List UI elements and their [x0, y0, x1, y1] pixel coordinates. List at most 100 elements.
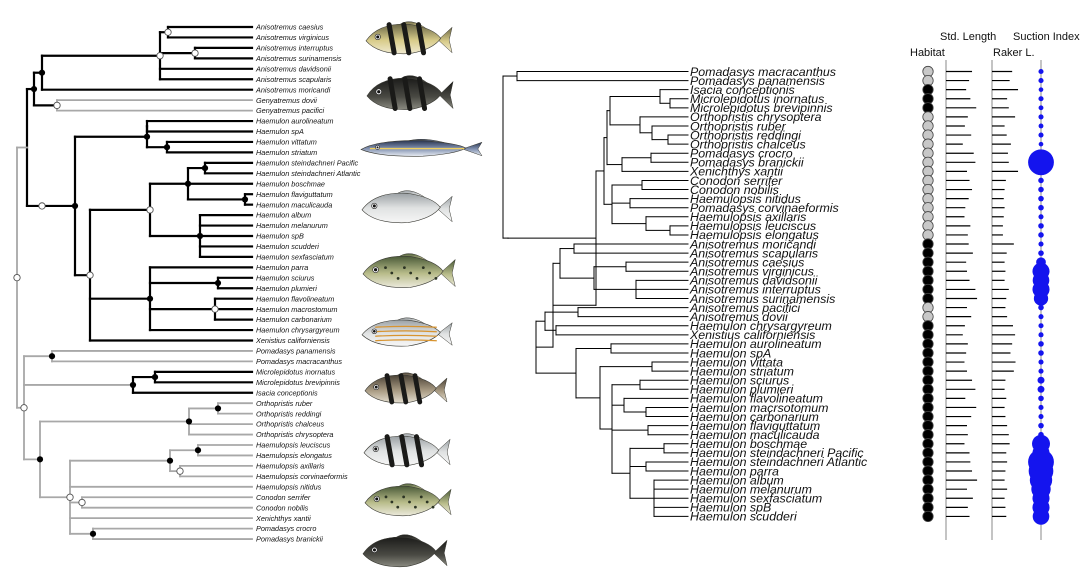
- fish-bar: [386, 22, 397, 56]
- fish-spot: [408, 500, 411, 504]
- node-dot: [146, 295, 154, 302]
- suction-index-dot: [1038, 123, 1044, 129]
- left-tip-label: Haemulopsis axillaris: [256, 462, 325, 471]
- fish-stripe: [375, 330, 437, 333]
- suction-index-dot: [1038, 304, 1044, 311]
- right-tip-label: Pomadasys macracanthus: [690, 65, 836, 79]
- right-tip-label: Anisotremus scapularis: [689, 246, 818, 260]
- right-tip-label: Anisotremus interruptus: [689, 283, 821, 297]
- right-tip-label: Haemulon melanurum: [690, 482, 812, 496]
- suction-index-dot: [1037, 168, 1045, 175]
- fish-spot: [431, 505, 435, 509]
- right-tip-label: Anisotremus davidsonii: [689, 274, 819, 288]
- fish-illustration: [360, 139, 483, 157]
- fish-spot: [415, 277, 419, 280]
- node-dot: [163, 144, 171, 151]
- right-tip-label: Haemulon boschmae: [690, 437, 807, 451]
- node-dot: [30, 85, 38, 93]
- node-dot: [143, 133, 151, 140]
- fish-stripe: [375, 339, 437, 342]
- right-tip-label: Microlepidotus brevipinnis: [690, 101, 833, 115]
- left-tip-label: Anisotremus moricandi: [255, 85, 331, 94]
- left-tip-label: Conodon nobilis: [256, 503, 309, 512]
- left-tip-label: Pomadasys crocro: [256, 524, 316, 533]
- right-tip-label: Haemulon carbonarium: [690, 410, 819, 424]
- left-tip-label: Haemulon boschmae: [256, 179, 325, 188]
- fish-illustration: [364, 483, 452, 517]
- right-tip-label: Orthopristis chalceus: [690, 137, 806, 151]
- left-tip-label: Microlepidotus inornatus: [256, 367, 335, 376]
- suction-index-dot: [1038, 114, 1044, 120]
- fish-spot: [396, 277, 400, 280]
- right-tip-label: Anisotremus virginicus: [689, 265, 814, 279]
- fish-illustration: [361, 190, 453, 224]
- right-tip-label: Orthopristis ruber: [690, 119, 787, 133]
- node-circle: [86, 271, 94, 279]
- left-tip-label: Xenichthys xantii: [255, 514, 311, 523]
- fish-bar: [416, 76, 428, 112]
- fish-tail: [438, 80, 454, 110]
- right-tip-label: Haemulon scudderi: [690, 510, 798, 524]
- suction-index-dot: [1038, 78, 1044, 84]
- right-tip-label: Anisotremus surinamensis: [689, 292, 835, 306]
- suction-index-dot: [1038, 368, 1044, 374]
- fish-eye: [374, 385, 378, 389]
- left-tip-label: Haemulon steindachneri Pacific: [256, 158, 359, 167]
- node-dot: [201, 164, 209, 172]
- fish-eye: [372, 329, 376, 333]
- fish-tail: [437, 322, 453, 346]
- suction-index-dot: [1038, 332, 1044, 338]
- fish-body: [362, 536, 437, 568]
- left-tip-label: Anisotremus davidsonii: [255, 64, 331, 73]
- node-dot: [185, 418, 193, 425]
- suction-index-dot: [1038, 177, 1044, 184]
- fish-stripe: [375, 325, 437, 328]
- left-tip-label: Haemulon flaviguttatum: [256, 190, 333, 199]
- right-tip-label: Pomadasys branickii: [690, 156, 805, 170]
- left-tip-label: Haemulopsis elongatus: [256, 451, 332, 460]
- suction-index-dot: [1038, 223, 1044, 229]
- fish-illustrations: [360, 21, 483, 568]
- right-tip-label: Haemulon album: [690, 473, 784, 487]
- fish-eye: [377, 90, 381, 94]
- left-tip-label: Haemulon striatum: [256, 148, 317, 157]
- fish-tail: [435, 438, 451, 466]
- right-tip-label: Anisotremus caesius: [689, 255, 804, 269]
- node-circle: [66, 493, 74, 501]
- right-tip-label: Anisotremus moricandi: [689, 237, 817, 251]
- left-tip-label: Orthopristis chalceus: [256, 420, 324, 429]
- fish-spot: [390, 500, 394, 504]
- node-circle: [78, 498, 86, 507]
- suction-index-dot: [1038, 314, 1044, 320]
- left-tip-label: Haemulon parra: [256, 263, 308, 272]
- left-tip-label: Xenistius californiensis: [255, 336, 330, 345]
- right-tip-label: Haemulon chrysargyreum: [690, 319, 832, 333]
- left-tip-label: Conodon serrifer: [256, 493, 311, 502]
- left-tip-label: Orthopristis reddingi: [256, 409, 322, 418]
- left-tip-label: Anisotremus interruptus: [255, 44, 333, 53]
- suction-index-dot: [1037, 385, 1045, 393]
- left-tip-label: Haemulopsis corvinaeformis: [256, 472, 348, 481]
- right-tip-label: Haemulon sexfasciatum: [690, 492, 822, 506]
- suction-index-dot: [1038, 195, 1044, 202]
- header-std-length: Std. Length: [940, 31, 996, 43]
- fish-tail: [437, 195, 453, 223]
- right-tip-label: Conodon serrifer: [690, 174, 783, 188]
- suction-index-dot: [1038, 87, 1044, 92]
- node-dot: [214, 279, 222, 287]
- suction-index-dot: [1038, 250, 1044, 256]
- right-tip-label: Conodon nobilis: [690, 183, 779, 197]
- node-dot: [214, 405, 222, 412]
- right-tip-label: Pomadasys panamensis: [690, 74, 825, 88]
- suction-index-dot: [1038, 232, 1044, 238]
- fish-eye: [373, 268, 378, 272]
- node-dot: [129, 381, 137, 389]
- fish-illustration: [362, 534, 448, 568]
- left-tip-label: Isacia conceptionis: [256, 388, 318, 397]
- header-raker-length: Raker L.: [993, 47, 1035, 59]
- suction-index-dot: [1038, 186, 1044, 193]
- fish-tail: [436, 488, 452, 516]
- habitat-dot: [922, 510, 934, 523]
- right-tip-label: Xenistius californiensis: [689, 328, 815, 342]
